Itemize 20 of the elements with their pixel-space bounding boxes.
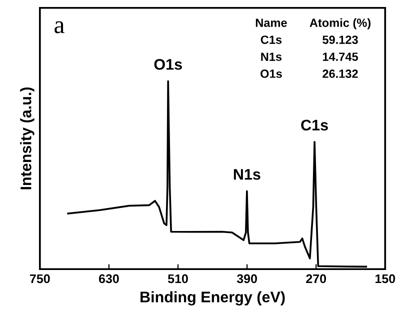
text: 14.745 xyxy=(322,52,358,61)
annotation: O1s xyxy=(154,58,182,70)
annotation: N1s xyxy=(234,169,260,180)
text: 26.132 xyxy=(322,70,358,78)
x-tick-label: 270 xyxy=(306,274,326,284)
x-tick-label: 390 xyxy=(236,274,257,284)
annotation: C1s xyxy=(301,120,328,131)
text: O1s xyxy=(260,70,282,78)
x-tick-label: 630 xyxy=(98,274,119,284)
text: a xyxy=(54,21,64,34)
x-tick-label: 510 xyxy=(168,274,188,284)
text: 59.123 xyxy=(322,36,358,44)
text: C1s xyxy=(260,36,282,44)
x-axis-title: Binding Energy (eV) xyxy=(140,291,285,306)
x-tick-label: 150 xyxy=(376,274,396,284)
y-axis-title: Intensity (a.u.) xyxy=(20,87,34,190)
x-tick-label: 750 xyxy=(30,274,50,284)
text: Name xyxy=(256,18,287,27)
text: N1s xyxy=(261,52,282,61)
text: Atomic (%) xyxy=(310,18,370,30)
